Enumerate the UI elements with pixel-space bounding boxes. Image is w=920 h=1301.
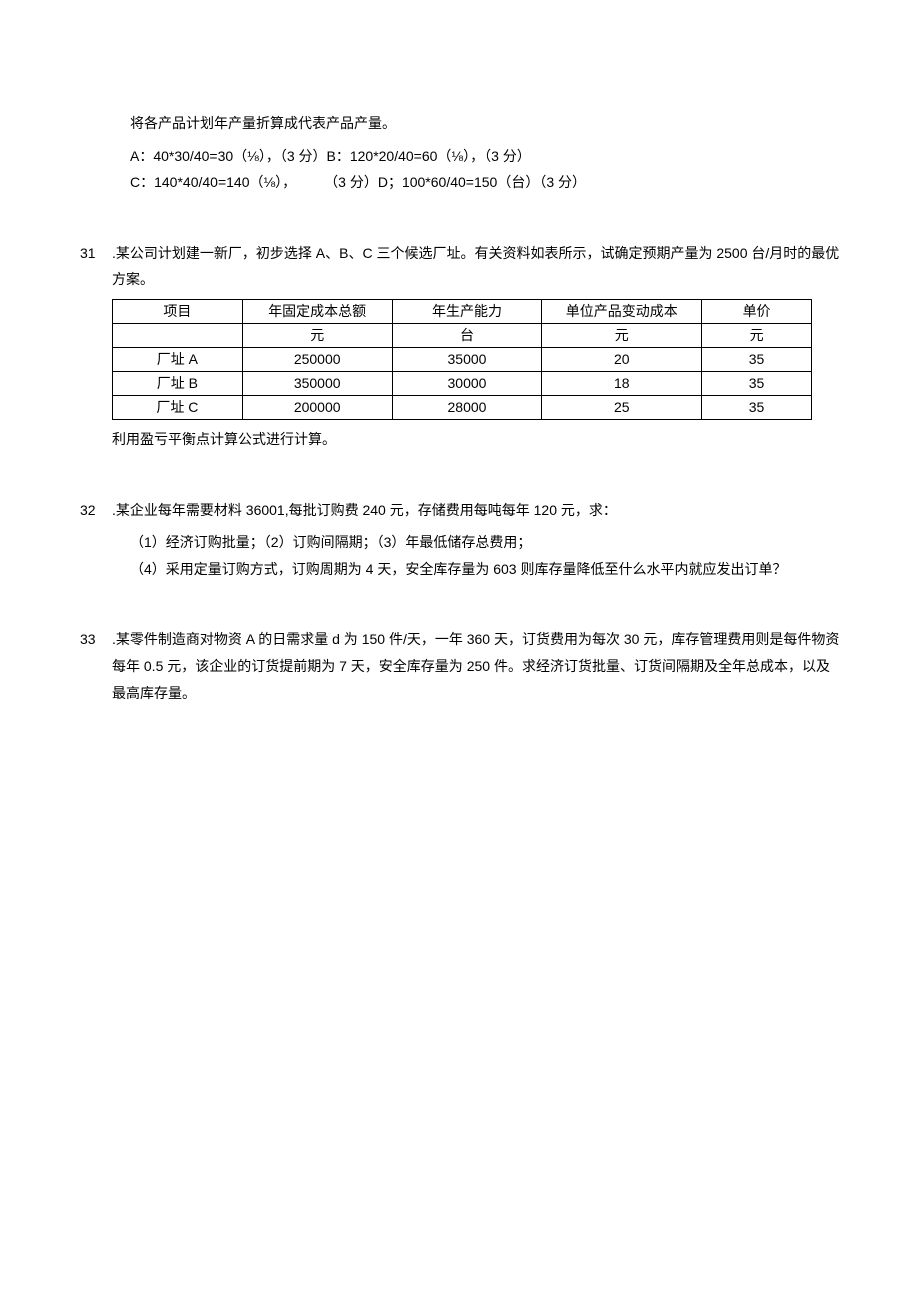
table-header-row: 项目 年固定成本总额 年生产能力 单位产品变动成本 单价	[113, 299, 812, 323]
question-number: 31	[80, 240, 112, 453]
td: 元	[542, 323, 702, 347]
q32-sub2: （4）采用定量订购方式，订购周期为 4 天，安全库存量为 603 则库存量降低至…	[130, 556, 840, 583]
td: 35000	[392, 347, 542, 371]
th: 年生产能力	[392, 299, 542, 323]
intro-block: 将各产品计划年产量折算成代表产品产量。 A：40*30/40=30（⅛），（3 …	[130, 110, 840, 196]
td: 35	[702, 347, 812, 371]
td: 厂址 C	[113, 395, 243, 419]
document-page: 将各产品计划年产量折算成代表产品产量。 A：40*30/40=30（⅛），（3 …	[0, 0, 920, 766]
q32-sub1: （1）经济订购批量；（2）订购间隔期；（3）年最低储存总费用；	[130, 529, 840, 556]
question-31: 31 .某公司计划建一新厂，初步选择 A、B、C 三个候选厂址。有关资料如表所示…	[80, 240, 840, 453]
td	[113, 323, 243, 347]
td: 25	[542, 395, 702, 419]
th: 单价	[702, 299, 812, 323]
intro-line-2: A：40*30/40=30（⅛），（3 分）B：120*20/40=60（⅛），…	[130, 143, 840, 170]
table-unit-row: 元 台 元 元	[113, 323, 812, 347]
q31-para2: 利用盈亏平衡点计算公式进行计算。	[112, 426, 840, 453]
td: 元	[242, 323, 392, 347]
table-row: 厂址 B 350000 30000 18 35	[113, 371, 812, 395]
td: 厂址 B	[113, 371, 243, 395]
th: 年固定成本总额	[242, 299, 392, 323]
td: 台	[392, 323, 542, 347]
question-body: .某公司计划建一新厂，初步选择 A、B、C 三个候选厂址。有关资料如表所示，试确…	[112, 240, 840, 453]
intro-line-1: 将各产品计划年产量折算成代表产品产量。	[130, 110, 840, 137]
td: 200000	[242, 395, 392, 419]
table-row: 厂址 A 250000 35000 20 35	[113, 347, 812, 371]
intro-line-3: C：140*40/40=140（⅛）， （3 分）D；100*60/40=150…	[130, 169, 840, 196]
question-number: 33	[80, 626, 112, 706]
q31-para1: 某公司计划建一新厂，初步选择 A、B、C 三个候选厂址。有关资料如表所示，试确定…	[112, 245, 839, 288]
question-32: 32 .某企业每年需要材料 36001,每批订购费 240 元，存储费用每吨每年…	[80, 497, 840, 583]
th: 项目	[113, 299, 243, 323]
td: 350000	[242, 371, 392, 395]
table-row: 厂址 C 200000 28000 25 35	[113, 395, 812, 419]
th: 单位产品变动成本	[542, 299, 702, 323]
td: 18	[542, 371, 702, 395]
td: 元	[702, 323, 812, 347]
td: 35	[702, 371, 812, 395]
q31-table: 项目 年固定成本总额 年生产能力 单位产品变动成本 单价 元 台 元 元 厂址 …	[112, 299, 812, 420]
td: 250000	[242, 347, 392, 371]
td: 20	[542, 347, 702, 371]
question-number: 32	[80, 497, 112, 583]
td: 厂址 A	[113, 347, 243, 371]
question-33: 33 .某零件制造商对物资 A 的日需求量 d 为 150 件/天，一年 360…	[80, 626, 840, 706]
question-body: .某企业每年需要材料 36001,每批订购费 240 元，存储费用每吨每年 12…	[112, 497, 840, 583]
td: 28000	[392, 395, 542, 419]
td: 35	[702, 395, 812, 419]
q32-para1: 某企业每年需要材料 36001,每批订购费 240 元，存储费用每吨每年 120…	[116, 502, 617, 518]
td: 30000	[392, 371, 542, 395]
q33-para1: 某零件制造商对物资 A 的日需求量 d 为 150 件/天，一年 360 天，订…	[112, 631, 839, 700]
question-body: .某零件制造商对物资 A 的日需求量 d 为 150 件/天，一年 360 天，…	[112, 626, 840, 706]
